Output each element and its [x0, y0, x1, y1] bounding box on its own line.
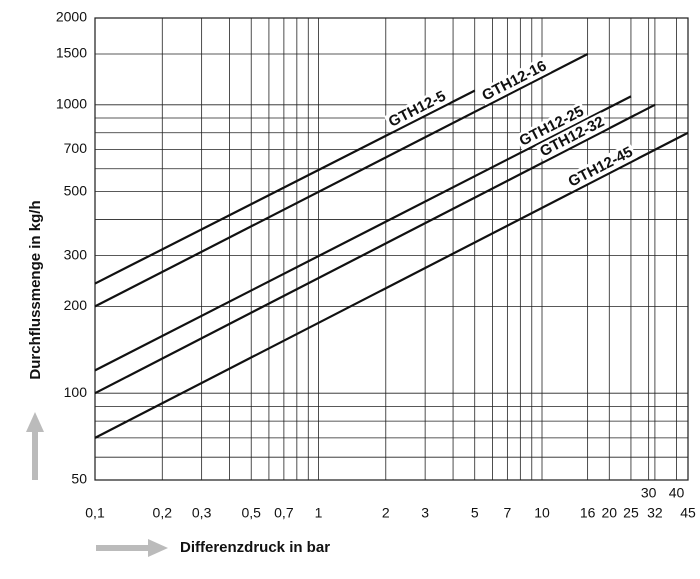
label-background — [477, 56, 552, 106]
x-tick-label: 3 — [421, 505, 429, 521]
x-tick-label: 16 — [580, 505, 596, 521]
plot-frame — [94, 17, 689, 481]
x-tick-label: 2 — [382, 505, 390, 521]
label-background — [563, 142, 638, 192]
x-tick-label: 0,5 — [241, 505, 261, 521]
series-label: GTH12-45 — [566, 143, 636, 190]
y-tick-label: 300 — [64, 246, 88, 262]
x-axis-title: Differenzdruck in bar — [180, 539, 330, 556]
x-tick-label: 32 — [647, 505, 663, 521]
x-tick-label: 25 — [623, 505, 639, 521]
y-tick-label: 200 — [64, 297, 88, 313]
label-background — [535, 112, 609, 162]
label-background — [384, 86, 451, 132]
y-tick-label: 500 — [64, 182, 88, 198]
x-tick-label: 0,1 — [85, 505, 105, 521]
label-background — [514, 101, 589, 151]
x-tick-label: 7 — [503, 505, 511, 521]
x-tick-label: 30 — [641, 485, 657, 501]
series-line — [94, 103, 656, 395]
y-tick-label: 50 — [71, 471, 87, 487]
series-line — [94, 89, 476, 285]
y-arrow — [26, 412, 44, 480]
series-line — [94, 131, 689, 439]
x-tick-label: 45 — [680, 505, 696, 521]
x-arrow — [96, 539, 168, 557]
y-tick-label: 2000 — [56, 9, 87, 25]
y-axis-title: Durchflussmenge in kg/h — [27, 200, 44, 379]
x-tick-label: 0,3 — [192, 505, 212, 521]
series-label: GTH12-16 — [479, 57, 549, 104]
x-tick-label: 40 — [669, 485, 685, 501]
x-tick-label: 1 — [315, 505, 323, 521]
y-tick-label: 1500 — [56, 45, 87, 61]
x-tick-label: 0,7 — [274, 505, 294, 521]
series-line — [94, 53, 589, 308]
x-tick-label: 5 — [471, 505, 479, 521]
y-tick-label: 100 — [64, 384, 88, 400]
y-tick-label: 1000 — [56, 96, 87, 112]
series-line — [94, 95, 632, 372]
y-tick-label: 700 — [64, 140, 88, 156]
x-tick-label: 10 — [534, 505, 550, 521]
x-tick-label: 20 — [601, 505, 617, 521]
x-tick-label: 0,2 — [153, 505, 173, 521]
